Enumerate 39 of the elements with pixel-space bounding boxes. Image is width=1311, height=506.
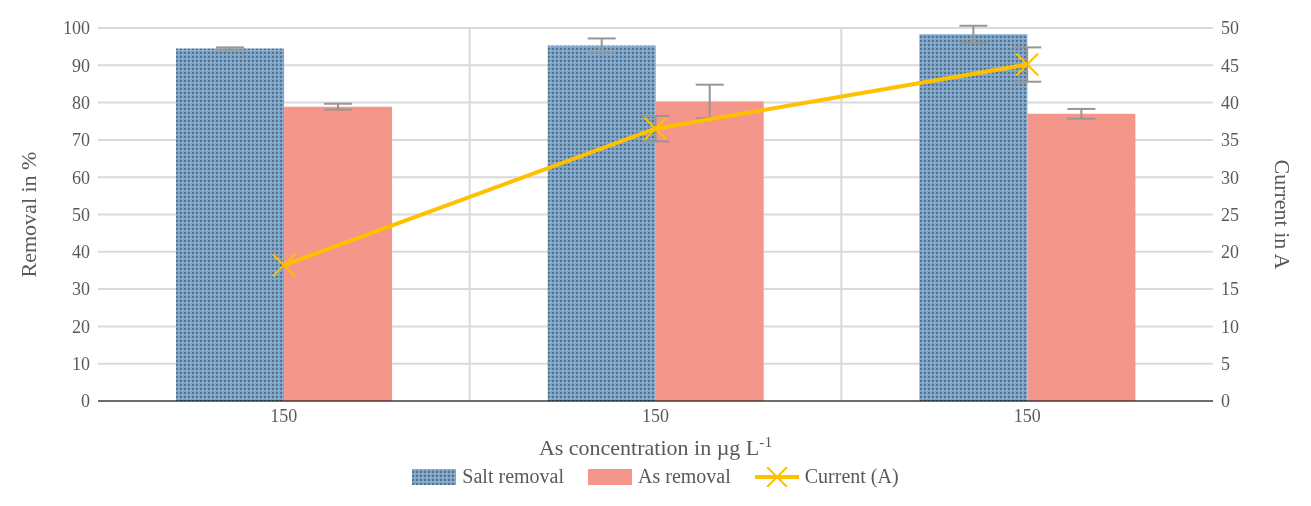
y2-axis-title: Current in A xyxy=(1270,159,1296,270)
x-tick-label: 150 xyxy=(1013,405,1041,426)
legend-label: As removal xyxy=(637,465,731,488)
y2-tick-label: 50 xyxy=(1221,18,1239,39)
y2-tick-label: 40 xyxy=(1221,92,1239,113)
bar xyxy=(547,45,656,401)
x-axis-title: As concentration in µg L$^{-1}$ xyxy=(538,432,773,460)
y-tick-label: 60 xyxy=(72,167,90,188)
y-axis-title: Removal in % xyxy=(15,151,41,278)
y2-tick-label: 45 xyxy=(1221,55,1239,76)
y-tick-label: 0 xyxy=(81,391,90,412)
y-tick-label: 100 xyxy=(63,18,90,39)
x-tick-label: 150 xyxy=(642,405,669,426)
point xyxy=(1015,52,1040,77)
y-tick-label: 20 xyxy=(72,316,90,337)
y2-tick-label: 30 xyxy=(1221,167,1239,188)
y-tick-label: 50 xyxy=(72,204,90,225)
legend-label: Current (A) xyxy=(803,465,899,488)
y2-tick-label: 35 xyxy=(1221,130,1239,151)
bar xyxy=(655,101,764,401)
y2-tick-label: 15 xyxy=(1221,279,1239,300)
y2-tick-label: 0 xyxy=(1221,391,1230,412)
y-tick-label: 10 xyxy=(72,354,90,375)
y-tick-label: 70 xyxy=(72,130,90,151)
y2-tick-label: 10 xyxy=(1221,316,1239,337)
y-tick-label: 30 xyxy=(72,279,90,300)
bar xyxy=(1027,113,1136,401)
y-tick-label: 80 xyxy=(72,92,90,113)
bar xyxy=(919,34,1028,401)
y2-tick-label: 25 xyxy=(1221,204,1239,225)
point xyxy=(271,253,296,278)
x-tick-label: 150 xyxy=(270,405,298,426)
y-tick-label: 90 xyxy=(72,55,90,76)
y2-tick-label: 20 xyxy=(1221,242,1239,263)
bar xyxy=(176,48,285,401)
bar xyxy=(284,106,393,401)
legend-label: Salt removal xyxy=(461,465,564,488)
y2-tick-label: 5 xyxy=(1221,354,1230,375)
y-tick-label: 40 xyxy=(72,242,90,263)
